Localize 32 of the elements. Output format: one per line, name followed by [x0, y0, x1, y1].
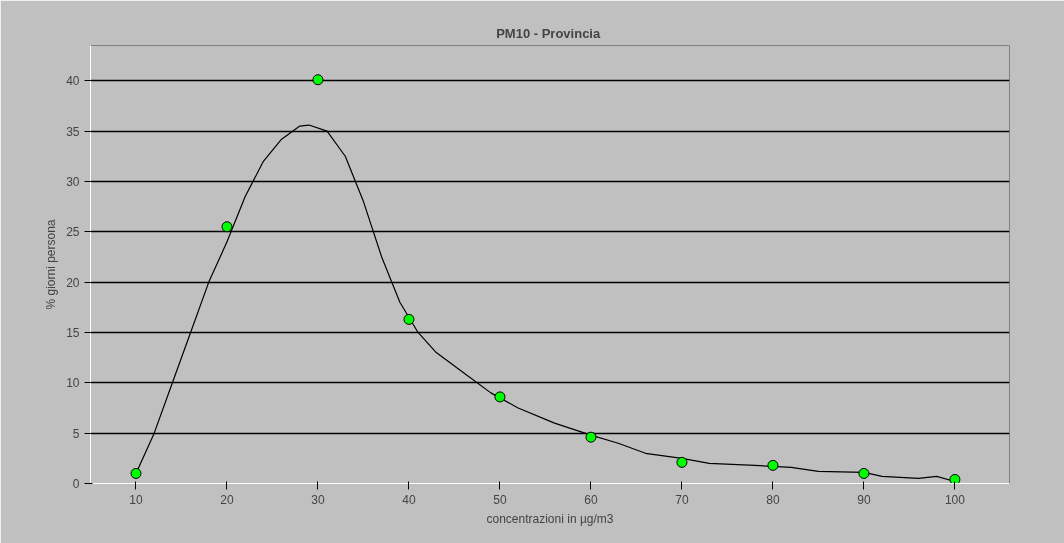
- y-tick-label: 40: [66, 74, 80, 89]
- point: [949, 473, 961, 484]
- y-tick-label: 25: [66, 225, 80, 240]
- x-tick-label: 40: [402, 492, 416, 507]
- point: [221, 221, 233, 233]
- point: [403, 313, 415, 325]
- x-tick-label: 10: [129, 492, 143, 507]
- y-axis-title: % giorni persona: [44, 219, 59, 310]
- y-tick-label: 10: [66, 376, 80, 391]
- x-tick-label: 70: [675, 492, 689, 507]
- y-tick-label: 0: [72, 477, 80, 491]
- point: [130, 467, 142, 479]
- x-tick-label: 90: [857, 492, 871, 507]
- y-tick-label: 5: [72, 426, 80, 441]
- point: [494, 391, 506, 403]
- y-tick-label: 20: [66, 275, 80, 290]
- point: [585, 431, 597, 443]
- x-tick-label: 30: [311, 492, 325, 507]
- x-tick-label: 20: [220, 492, 234, 507]
- point: [676, 456, 688, 468]
- x-tick-label: 80: [766, 492, 780, 507]
- point: [858, 467, 870, 479]
- y-tick-label: 35: [66, 124, 80, 139]
- y-tick-label: 15: [66, 325, 80, 340]
- y-tick-label: 30: [66, 174, 80, 189]
- x-tick-label: 50: [493, 492, 507, 507]
- chart-title: PM10 - Provincia: [496, 25, 601, 41]
- point: [312, 74, 324, 86]
- point: [767, 459, 779, 471]
- x-axis-title: concentrazioni in µg/m3: [486, 511, 614, 526]
- x-tick-label: 60: [584, 492, 598, 507]
- x-tick-label: 100: [944, 492, 966, 507]
